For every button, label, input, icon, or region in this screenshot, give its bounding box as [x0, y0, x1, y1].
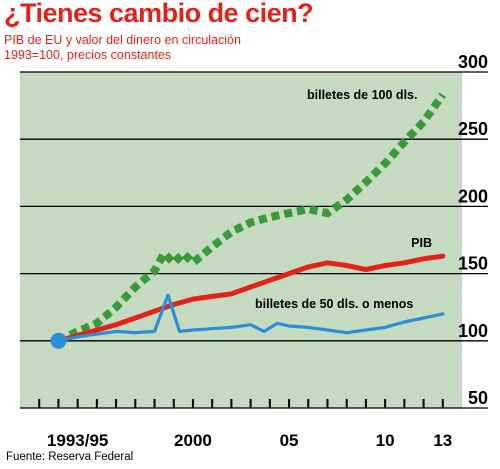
y-tick-label-300: 300 — [458, 52, 488, 72]
baseline-marker — [50, 332, 67, 349]
x-tick-label-1: 2000 — [174, 431, 212, 450]
x-tick-label-3: 10 — [376, 431, 395, 450]
y-tick-label-200: 200 — [458, 186, 488, 206]
x-tick-label-4: 13 — [433, 431, 452, 450]
y-tick-label-250: 250 — [458, 119, 488, 139]
chart-subtitle-line-2: 1993=100, precios constantes — [4, 48, 172, 62]
series-label-gdp: PIB — [411, 236, 432, 250]
series-line-gdp — [55, 253, 446, 344]
y-tick-label-100: 100 — [458, 321, 488, 341]
gridlines — [20, 71, 488, 409]
source-note: Fuente: Reserva Federal — [6, 451, 134, 463]
series-label-bill50: billetes de 50 dls. o menos — [255, 297, 413, 311]
chart-title: ¿Tienes cambio de cien? — [4, 0, 314, 28]
y-tick-label-150: 150 — [458, 254, 488, 274]
y-tick-label-50: 50 — [468, 388, 488, 408]
series-line-bill100 — [56, 92, 447, 345]
x-tick-label-0: 1993/95 — [47, 431, 108, 450]
series-label-bill100: billetes de 100 dls. — [307, 88, 417, 102]
series-line-bill50 — [56, 293, 445, 343]
x-axis-ticks — [38, 399, 444, 408]
x-axis-tick-labels: 1993/95 2000 05 10 13 — [47, 431, 452, 450]
series-labels: billetes de 100 dls. PIB billetes de 50 … — [255, 88, 432, 311]
plot-background — [20, 72, 462, 408]
x-tick-label-2: 05 — [280, 431, 299, 450]
chart-subtitle-line-1: PIB de EU y valor del dinero en circulac… — [4, 33, 241, 47]
series-lines — [55, 92, 447, 345]
y-axis-tick-labels: 50 100 150 200 250 300 — [458, 52, 488, 408]
